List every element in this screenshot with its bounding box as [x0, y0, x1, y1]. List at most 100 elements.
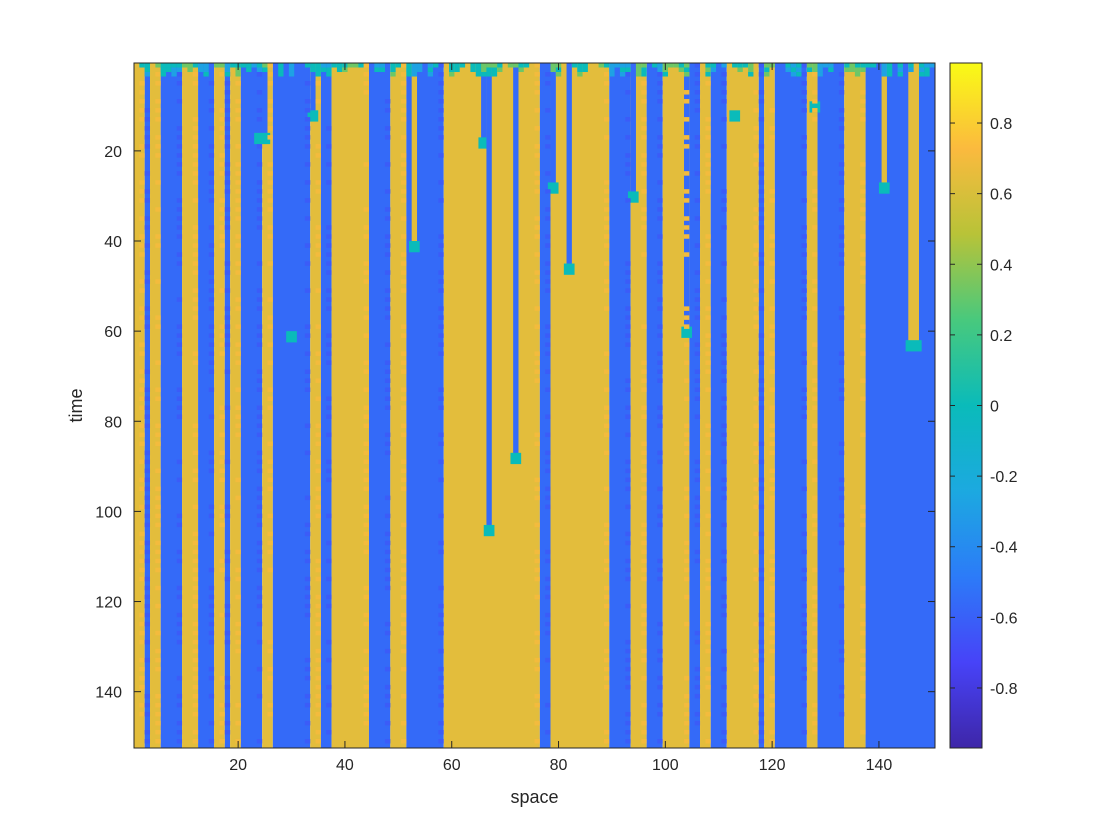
heatmap-edge-cell: [315, 144, 321, 149]
heatmap-edge-cell: [769, 468, 775, 474]
heatmap-edge-cell: [641, 405, 647, 411]
heatmap-edge-cell: [224, 405, 231, 411]
heatmap-edge-cell: [625, 90, 631, 95]
heatmap-edge-cell: [705, 351, 711, 356]
heatmap-edge-cell: [758, 504, 765, 510]
heatmap-transient-cell: [475, 72, 482, 77]
heatmap-edge-cell: [603, 729, 610, 735]
heatmap-edge-cell: [267, 261, 273, 266]
heatmap-edge-cell: [684, 234, 690, 239]
heatmap-edge-cell: [838, 396, 845, 401]
heatmap-edge-cell: [657, 630, 663, 636]
heatmap-edge-cell: [657, 576, 663, 582]
heatmap-edge-cell: [267, 99, 273, 104]
heatmap-transient-cell: [684, 67, 690, 73]
heatmap-edge-cell: [304, 117, 311, 122]
heatmap-edge-cell: [235, 405, 241, 411]
heatmap-edge-cell: [224, 207, 231, 212]
heatmap-edge-cell: [694, 270, 701, 275]
heatmap-edge-cell: [192, 594, 199, 600]
heatmap-transient-cell: [331, 63, 337, 68]
heatmap-edge-cell: [753, 288, 759, 293]
heatmap-edge-cell: [401, 324, 407, 329]
heatmap-edge-cell: [812, 477, 818, 483]
heatmap-transient-cell: [651, 63, 658, 68]
heatmap-edge-cell: [235, 162, 241, 167]
heatmap-transient-cell: [139, 63, 145, 68]
heatmap-edge-cell: [144, 279, 151, 284]
heatmap-edge-cell: [657, 369, 663, 374]
heatmap-edge-cell: [192, 504, 199, 510]
heatmap-edge-cell: [155, 468, 161, 474]
heatmap-edge-cell: [860, 90, 866, 95]
heatmap-edge-cell: [401, 648, 407, 654]
heatmap-edge-cell: [401, 90, 407, 95]
heatmap-edge-cell: [176, 387, 183, 392]
heatmap-edge-cell: [155, 234, 161, 239]
heatmap-edge-cell: [192, 117, 199, 122]
heatmap-edge-cell: [753, 648, 759, 654]
heatmap-edge-cell: [304, 558, 311, 564]
heatmap-edge-cell: [684, 396, 690, 401]
heatmap-transient-cell: [497, 67, 503, 73]
heatmap-edge-cell: [256, 432, 263, 438]
heatmap-edge-cell: [326, 234, 332, 239]
heatmap-edge-cell: [753, 486, 759, 492]
heatmap-edge-cell: [684, 711, 690, 717]
heatmap-edge-cell: [176, 621, 183, 627]
heatmap-edge-cell: [401, 549, 407, 555]
heatmap-edge-cell: [534, 126, 540, 131]
heatmap-transient-cell: [668, 63, 674, 68]
heatmap-transient-cell: [406, 63, 412, 68]
heatmap-edge-cell: [139, 531, 145, 537]
heatmap-transient-cell: [459, 63, 466, 68]
heatmap-band: [198, 63, 215, 748]
heatmap-edge-cell: [219, 477, 225, 483]
heatmap-transient-cell: [288, 67, 295, 73]
heatmap-edge-cell: [641, 576, 647, 582]
heatmap-edge-cell: [438, 720, 444, 726]
x-tick-label: 120: [759, 757, 786, 774]
heatmap-transient-cell: [374, 63, 380, 68]
heatmap-collapse-tip: [729, 110, 741, 122]
heatmap-edge-cell: [801, 225, 807, 230]
heatmap-edge-cell: [304, 720, 311, 726]
heatmap-edge-cell: [139, 639, 145, 645]
heatmap-edge-cell: [603, 180, 610, 185]
heatmap-edge-cell: [363, 369, 369, 374]
heatmap-edge-cell: [694, 216, 701, 221]
heatmap-edge-cell: [641, 252, 647, 257]
heatmap-edge-cell: [694, 468, 701, 474]
heatmap-edge-cell: [219, 414, 225, 420]
heatmap-edge-cell: [641, 558, 647, 564]
heatmap-edge-cell: [224, 216, 231, 221]
heatmap-transient-cell: [475, 63, 482, 68]
heatmap-edge-cell: [694, 495, 701, 501]
heatmap-edge-cell: [219, 432, 225, 438]
heatmap-edge-cell: [603, 486, 610, 492]
heatmap-edge-cell: [155, 243, 161, 248]
heatmap-edge-cell: [753, 153, 759, 158]
heatmap-edge-cell: [267, 468, 273, 474]
heatmap-edge-cell: [758, 225, 765, 230]
heatmap-edge-cell: [208, 297, 215, 302]
heatmap-transient-cell: [486, 72, 492, 77]
heatmap-edge-cell: [304, 603, 311, 609]
heatmap-edge-cell: [603, 279, 610, 284]
heatmap-edge-cell: [625, 387, 631, 392]
heatmap-edge-cell: [384, 450, 391, 456]
heatmap-edge-cell: [438, 63, 444, 68]
heatmap-edge-cell: [603, 135, 610, 140]
heatmap-edge-cell: [144, 270, 151, 275]
heatmap-transient-cell: [256, 67, 263, 73]
heatmap-edge-cell: [208, 585, 215, 591]
heatmap-edge-cell: [625, 378, 631, 383]
heatmap-edge-cell: [545, 459, 551, 465]
heatmap-transient-cell: [582, 67, 588, 73]
heatmap-transient-cell: [577, 67, 583, 73]
heatmap-edge-cell: [208, 306, 215, 311]
heatmap-edge-cell: [267, 189, 273, 194]
heatmap-edge-cell: [694, 63, 701, 68]
heatmap-edge-cell: [694, 549, 701, 555]
heatmap-transient-cell: [352, 63, 359, 68]
